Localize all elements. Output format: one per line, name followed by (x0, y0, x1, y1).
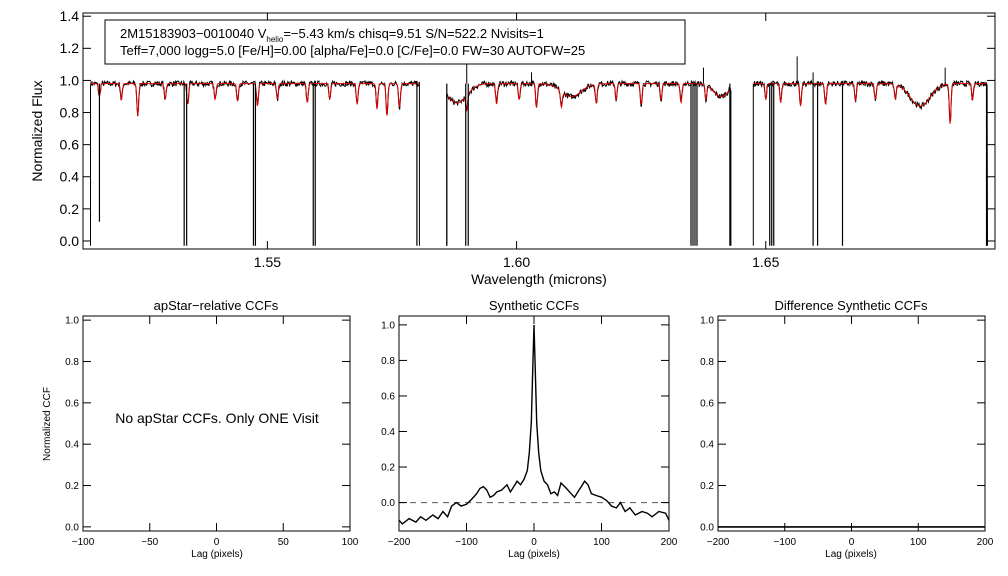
info-v-sub: helio (266, 35, 283, 44)
apstar-ccf-ytick-label: 0.2 (65, 481, 79, 492)
spectrum-ytick-label: 1.4 (60, 8, 80, 24)
synthetic-ccf-data (398, 324, 670, 525)
apstar-ccf-ytick-label: 0.8 (65, 357, 79, 368)
spectrum-ytick-label: 1.2 (60, 40, 80, 56)
apstar-ccf-ytick-label: 0.6 (65, 398, 79, 409)
difference-ccf-panel: Difference Synthetic CCFs −200 −100 0 100 20… (700, 298, 994, 560)
synthetic-ccf-ytick-label: 1.0 (381, 320, 395, 331)
difference-ccf-title: Difference Synthetic CCFs (775, 298, 928, 313)
spectrum-xtick-label: 1.60 (503, 254, 530, 270)
info-v-label: V (258, 26, 267, 41)
synthetic-ccf-panel: Synthetic CCFs −200 −100 0 100 200 0.0 0.2 0.4 0… (381, 298, 678, 560)
difference-ccf-ytick-label: 0.2 (700, 481, 714, 492)
spectrum-ytick-label: 1.0 (60, 72, 80, 88)
apstar-ccf-xtick-label: −50 (141, 537, 158, 548)
spectrum-info-box: 2M15183903−0010040 Vhelio=−5.43 km/s chi… (104, 19, 686, 65)
spectrum-ytick-label: 0.8 (60, 104, 80, 120)
apstar-ccf-title: apStar−relative CCFs (154, 298, 279, 313)
synthetic-ccf-title: Synthetic CCFs (489, 298, 580, 313)
synthetic-ccf-line (398, 324, 670, 525)
spectrum-axes: 1.55 1.60 1.65 0.0 0.2 0.4 0.6 0.8 1.0 1.2 1.4 (60, 8, 995, 270)
info-line1-rest: =−5.43 km/s chisq=9.51 S/N=522.2 Nvisits… (283, 26, 544, 41)
synthetic-ccf-ytick-label: 0.2 (381, 463, 395, 474)
spectrum-xtick-label: 1.55 (254, 254, 281, 270)
synthetic-ccf-xtick-label: 100 (593, 537, 610, 548)
synthetic-ccf-axes: −200 −100 0 100 200 0.0 0.2 0.4 0.6 0.8 1.0 (381, 316, 678, 548)
synthetic-ccf-ytick-label: 0.0 (381, 498, 395, 509)
synthetic-ccf-ytick-label: 0.4 (381, 427, 395, 438)
apstar-ccf-ytick-label: 0.0 (65, 522, 79, 533)
observed-spectrum-line (90, 79, 420, 246)
difference-ccf-ytick-label: 0.8 (700, 357, 714, 368)
difference-ccf-xlabel: Lag (pixels) (825, 549, 877, 560)
difference-ccf-axes: −200 −100 0 100 200 0.0 0.2 0.4 0.6 0.8 1.0 (700, 316, 994, 548)
apstar-ccf-axes: −100 −50 0 50 100 0.0 0.2 0.4 0.6 0.8 1.0 (65, 316, 359, 548)
apstar-ccf-panel: apStar−relative CCFs −100 −50 0 50 100 0.0 0.2… (42, 298, 359, 560)
apstar-ccf-ylabel: Normalized CCF (42, 387, 53, 461)
spectrum-ytick-label: 0.0 (60, 233, 80, 249)
synthetic-ccf-xtick-label: 200 (661, 537, 678, 548)
difference-ccf-ytick-label: 0.0 (700, 522, 714, 533)
spectrum-xlabel: Wavelength (microns) (471, 271, 607, 287)
apstar-ccf-message: No apStar CCFs. Only ONE Visit (115, 410, 319, 426)
apstar-ccf-ytick-label: 1.0 (65, 316, 79, 327)
difference-ccf-ytick-label: 0.4 (700, 440, 714, 451)
difference-ccf-xtick-label: 100 (910, 537, 927, 548)
spectrum-panel: 1.55 1.60 1.65 0.0 0.2 0.4 0.6 0.8 1.0 1.2 1.4 Wav… (29, 8, 996, 287)
difference-ccf-xtick-label: 200 (977, 537, 994, 548)
spectrum-ylabel: Normalized Flux (29, 80, 45, 181)
synthetic-ccf-xtick-label: −200 (388, 537, 411, 548)
model-spectrum-line (446, 83, 732, 112)
spectrum-xtick-label: 1.65 (752, 254, 779, 270)
spectrum-ytick-label: 0.2 (60, 201, 80, 217)
difference-ccf-xtick-label: −200 (707, 537, 730, 548)
synthetic-ccf-ytick-label: 0.6 (381, 391, 395, 402)
difference-ccf-xtick-label: −100 (773, 537, 796, 548)
info-star-id: 2M15183903−0010040 (120, 26, 254, 41)
spectrum-frame (82, 12, 996, 250)
apstar-ccf-xtick-label: 100 (342, 537, 359, 548)
spectrum-ytick-label: 0.4 (60, 169, 80, 185)
apstar-ccf-xtick-label: 0 (214, 537, 220, 548)
apstar-ccf-ytick-label: 0.4 (65, 440, 79, 451)
spectrum-ytick-label: 0.6 (60, 137, 80, 153)
info-line2: Teff=7,000 logg=5.0 [Fe/H]=0.00 [alpha/F… (120, 43, 585, 58)
difference-ccf-xtick-label: 0 (849, 537, 855, 548)
svg-text:2M15183903−0010040 Vhelio=−5.: 2M15183903−0010040 Vhelio=−5.43 km/s chi… (120, 26, 544, 44)
apstar-ccf-xtick-label: 50 (278, 537, 290, 548)
synthetic-ccf-xtick-label: −100 (455, 537, 478, 548)
difference-ccf-ytick-label: 1.0 (700, 316, 714, 327)
model-spectrum-line (753, 83, 988, 124)
apstar-ccf-xlabel: Lag (pixels) (191, 549, 243, 560)
synthetic-ccf-xtick-label: 0 (531, 537, 537, 548)
apstar-ccf-xtick-label: −100 (72, 537, 95, 548)
synthetic-ccf-ytick-label: 0.8 (381, 356, 395, 367)
spectrum-data (90, 48, 988, 246)
difference-ccf-ytick-label: 0.6 (700, 398, 714, 409)
synthetic-ccf-xlabel: Lag (pixels) (508, 549, 560, 560)
